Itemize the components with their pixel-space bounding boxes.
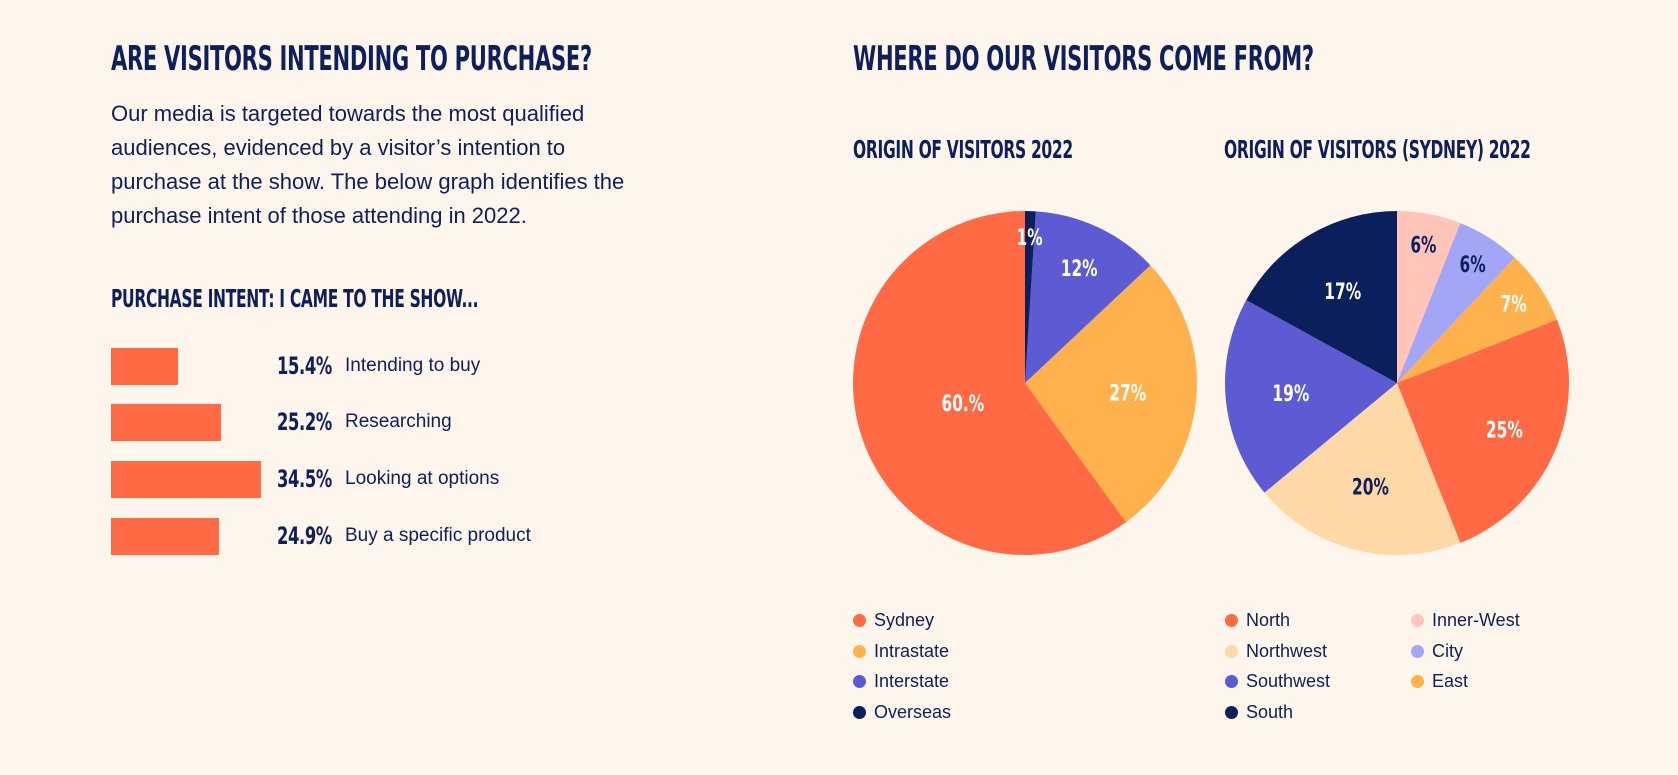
- legend-swatch: [1225, 614, 1238, 627]
- pie-slice-interstate: [1025, 211, 1151, 383]
- legend-swatch: [853, 614, 866, 627]
- bar-buy-specific-product: [111, 518, 220, 555]
- pie-slice-southwest: [1225, 300, 1397, 493]
- pie-slice-overseas: [1025, 211, 1036, 383]
- legend-label: Sydney: [874, 610, 935, 630]
- bar-row: 25.2% Researching: [111, 404, 671, 441]
- bar-category-label: Looking at options: [345, 468, 500, 489]
- legend-label: Intrastate: [874, 641, 950, 661]
- pie-data-label: 17%: [1324, 280, 1361, 305]
- origin-pie-chart: 60.% 27% 12% 1%: [853, 211, 1197, 555]
- pie-slice-northwest: [1264, 383, 1461, 555]
- legend-label: Southwest: [1246, 671, 1331, 691]
- legend-swatch: [1225, 675, 1238, 688]
- legend-swatch: [1225, 706, 1238, 719]
- sydney-origin-pie-chart: 6% 6% 7% 25% 20% 19% 17%: [1225, 211, 1569, 555]
- bar-category-label: Intending to buy: [345, 355, 481, 376]
- bar-value-label: 15.4%: [277, 352, 332, 380]
- origin-pie-title: ORIGIN OF VISITORS 2022: [853, 135, 1073, 164]
- pie-data-label: 6%: [1460, 252, 1486, 277]
- legend-label: East: [1432, 671, 1469, 691]
- bar-category-label: Buy a specific product: [345, 525, 531, 546]
- pie-data-label: 20%: [1352, 475, 1389, 500]
- legend-label: North: [1246, 610, 1291, 630]
- pie-data-label: 25%: [1486, 418, 1523, 443]
- legend-swatch: [853, 706, 866, 719]
- bar-value-label: 24.9%: [277, 522, 332, 550]
- pie-slice-east: [1397, 257, 1557, 383]
- pie-data-label: 7%: [1501, 292, 1527, 317]
- legend-swatch: [853, 645, 866, 658]
- legend-label: City: [1432, 641, 1463, 661]
- pie-slice-sydney: [853, 211, 1127, 555]
- legend-swatch: [853, 675, 866, 688]
- legend-swatch: [1411, 645, 1424, 658]
- bar-row: 34.5% Looking at options: [111, 461, 671, 498]
- pie-slice-city: [1397, 223, 1515, 383]
- pie-data-label: 19%: [1272, 381, 1309, 406]
- pie-data-label: 6%: [1410, 233, 1436, 258]
- bar-researching: [111, 404, 221, 441]
- pie-data-label: 12%: [1061, 256, 1098, 281]
- pie-slice-north: [1397, 319, 1569, 543]
- bar-row: 15.4% Intending to buy: [111, 348, 671, 385]
- bar-looking-at-options: [111, 461, 261, 498]
- pie-data-label: 27%: [1109, 381, 1146, 406]
- legend-label: South: [1246, 702, 1294, 722]
- purchase-section-heading: ARE VISITORS INTENDING TO PURCHASE?: [111, 39, 592, 79]
- pie-slice-south: [1246, 211, 1397, 383]
- bar-value-label: 34.5%: [277, 465, 332, 493]
- sydney-pie-title: ORIGIN OF VISITORS (SYDNEY) 2022: [1224, 135, 1531, 164]
- legend-label: Northwest: [1246, 641, 1328, 661]
- bar-intending-to-buy: [111, 348, 178, 385]
- legend-label: Overseas: [874, 702, 952, 722]
- origin-section-heading: WHERE DO OUR VISITORS COME FROM?: [853, 39, 1314, 79]
- purchase-intro-text: Our media is targeted towards the most q…: [111, 101, 625, 228]
- pie-data-label: 60.%: [942, 392, 985, 417]
- bar-category-label: Researching: [345, 411, 452, 432]
- legend-swatch: [1225, 645, 1238, 658]
- legend-swatch: [1411, 675, 1424, 688]
- legend-label: Interstate: [874, 671, 950, 691]
- pie-slice-intrastate: [1025, 265, 1197, 523]
- legend-label: Inner-West: [1432, 610, 1520, 630]
- bar-value-label: 25.2%: [277, 408, 332, 436]
- bar-row: 24.9% Buy a specific product: [111, 518, 671, 555]
- pie-data-label: 1%: [1017, 225, 1043, 250]
- pie-slice-inner-west: [1397, 211, 1461, 383]
- purchase-intent-chart-title: PURCHASE INTENT: I CAME TO THE SHOW...: [111, 284, 479, 313]
- legend-swatch: [1411, 614, 1424, 627]
